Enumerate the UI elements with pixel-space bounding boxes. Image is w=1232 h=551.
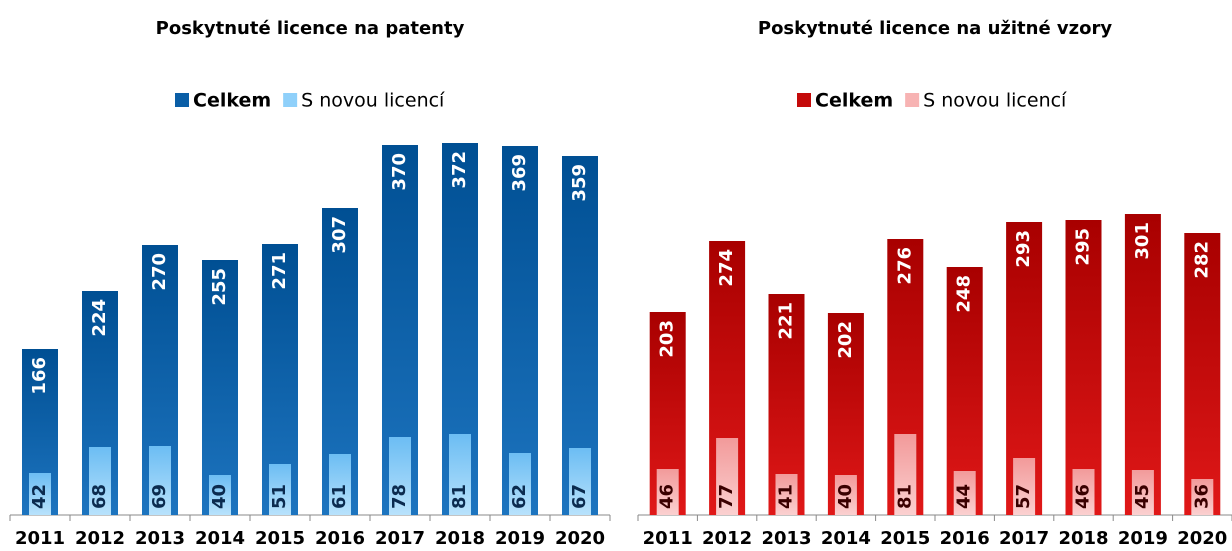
data-label: 274 bbox=[716, 249, 737, 287]
legend-label: Celkem bbox=[193, 90, 271, 112]
bar bbox=[656, 469, 679, 515]
bar bbox=[1013, 458, 1036, 515]
data-label: 61 bbox=[329, 484, 350, 509]
data-label: 369 bbox=[509, 154, 530, 192]
data-label: 67 bbox=[569, 484, 590, 509]
x-tick-label: 2020 bbox=[1177, 528, 1227, 549]
x-tick-label: 2012 bbox=[702, 528, 752, 549]
data-label: 81 bbox=[894, 484, 915, 509]
data-label: 36 bbox=[1191, 484, 1212, 509]
data-label: 202 bbox=[835, 321, 856, 359]
data-label: 359 bbox=[569, 164, 590, 202]
chart-title: Poskytnuté licence na užitné vzory bbox=[758, 18, 1113, 39]
bar bbox=[1124, 214, 1161, 515]
data-label: 62 bbox=[509, 484, 530, 509]
data-label: 69 bbox=[149, 484, 170, 509]
x-tick-label: 2017 bbox=[999, 528, 1049, 549]
data-label: 301 bbox=[1132, 222, 1153, 260]
bar bbox=[1131, 470, 1154, 515]
data-label: 307 bbox=[329, 216, 350, 254]
legend-swatch bbox=[175, 93, 189, 107]
bar bbox=[894, 434, 917, 515]
x-tick-label: 2015 bbox=[255, 528, 305, 549]
bar bbox=[1184, 233, 1221, 515]
data-label: 40 bbox=[209, 484, 230, 509]
bar bbox=[1065, 220, 1102, 515]
bar bbox=[569, 448, 591, 515]
x-tick-label: 2017 bbox=[375, 528, 425, 549]
data-label: 68 bbox=[89, 484, 110, 509]
data-label: 42 bbox=[29, 484, 50, 509]
bar bbox=[509, 453, 531, 515]
bar bbox=[716, 438, 739, 515]
bar bbox=[775, 474, 798, 515]
chart-title: Poskytnuté licence na patenty bbox=[156, 18, 465, 39]
data-label: 46 bbox=[1073, 484, 1094, 509]
bar bbox=[1072, 469, 1095, 515]
bar bbox=[29, 473, 51, 515]
data-label: 41 bbox=[776, 484, 797, 509]
data-label: 221 bbox=[776, 302, 797, 340]
legend-label: S novou licencí bbox=[301, 90, 445, 112]
bar bbox=[953, 471, 976, 515]
data-label: 78 bbox=[389, 484, 410, 509]
x-tick-label: 2020 bbox=[555, 528, 605, 549]
data-label: 51 bbox=[269, 484, 290, 509]
data-label: 44 bbox=[954, 484, 975, 509]
x-tick-label: 2013 bbox=[761, 528, 811, 549]
x-tick-label: 2011 bbox=[643, 528, 693, 549]
x-tick-label: 2012 bbox=[75, 528, 125, 549]
data-label: 40 bbox=[835, 484, 856, 509]
x-tick-label: 2011 bbox=[15, 528, 65, 549]
x-tick-label: 2015 bbox=[880, 528, 930, 549]
data-label: 372 bbox=[449, 151, 470, 189]
bar bbox=[89, 447, 111, 515]
x-tick-label: 2014 bbox=[821, 528, 871, 549]
bar bbox=[449, 434, 471, 515]
legend-swatch bbox=[797, 93, 811, 107]
data-label: 45 bbox=[1132, 484, 1153, 509]
x-tick-label: 2019 bbox=[495, 528, 545, 549]
data-label: 282 bbox=[1191, 241, 1212, 279]
data-label: 77 bbox=[716, 484, 737, 509]
legend-label: Celkem bbox=[815, 90, 893, 112]
legend-label: S novou licencí bbox=[923, 90, 1067, 112]
bar bbox=[209, 475, 231, 515]
data-label: 293 bbox=[1013, 230, 1034, 268]
data-label: 57 bbox=[1013, 484, 1034, 509]
data-label: 248 bbox=[954, 275, 975, 313]
x-tick-label: 2013 bbox=[135, 528, 185, 549]
data-label: 271 bbox=[269, 252, 290, 290]
data-label: 81 bbox=[449, 484, 470, 509]
x-tick-label: 2016 bbox=[940, 528, 990, 549]
bar bbox=[149, 446, 171, 515]
data-label: 46 bbox=[657, 484, 678, 509]
data-label: 276 bbox=[894, 247, 915, 285]
data-label: 270 bbox=[149, 253, 170, 291]
data-label: 203 bbox=[657, 320, 678, 358]
bar bbox=[389, 437, 411, 515]
data-label: 255 bbox=[209, 268, 230, 306]
bar bbox=[1191, 479, 1214, 515]
data-label: 295 bbox=[1073, 228, 1094, 266]
bar bbox=[834, 475, 857, 515]
x-tick-label: 2014 bbox=[195, 528, 245, 549]
bar bbox=[329, 454, 351, 515]
data-label: 370 bbox=[389, 153, 410, 191]
x-tick-label: 2018 bbox=[1058, 528, 1108, 549]
x-tick-label: 2018 bbox=[435, 528, 485, 549]
data-label: 224 bbox=[89, 299, 110, 337]
data-label: 166 bbox=[29, 357, 50, 395]
legend-swatch bbox=[283, 93, 298, 107]
bar bbox=[269, 464, 291, 515]
bar bbox=[202, 260, 238, 515]
legend-swatch bbox=[905, 93, 920, 107]
x-tick-label: 2016 bbox=[315, 528, 365, 549]
x-tick-label: 2019 bbox=[1118, 528, 1168, 549]
